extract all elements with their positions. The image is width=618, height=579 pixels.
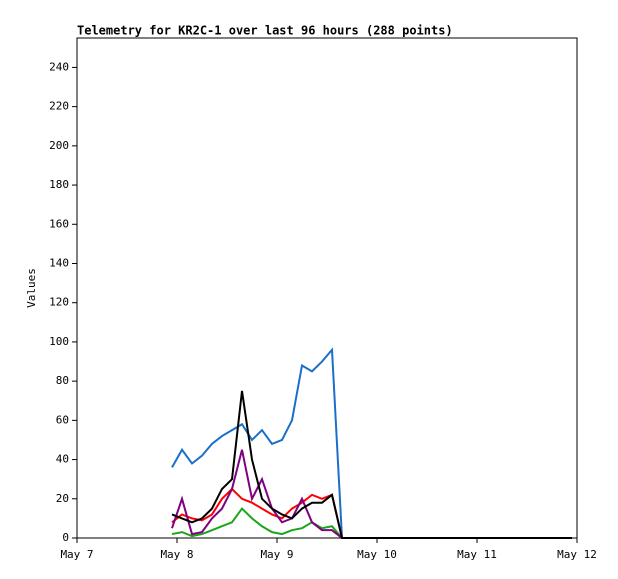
y-axis-label: Values — [25, 268, 38, 308]
chart-title: Telemetry for KR2C-1 over last 96 hours … — [77, 24, 453, 38]
y-tick-label: 120 — [49, 296, 69, 309]
y-tick-label: 240 — [49, 60, 69, 73]
y-tick-label: 80 — [56, 374, 69, 387]
series-line — [171, 390, 572, 539]
y-tick-label: 60 — [56, 413, 69, 426]
x-tick-label: May 9 — [260, 548, 293, 561]
y-tick-label: 40 — [56, 453, 69, 466]
y-tick-label: 100 — [49, 335, 69, 348]
series-line — [171, 507, 572, 539]
y-tick-label: 220 — [49, 100, 69, 113]
series-line — [171, 449, 572, 539]
x-tick-label: May 10 — [357, 548, 397, 561]
y-tick-label: 140 — [49, 256, 69, 269]
y-tick-label: 0 — [62, 531, 69, 544]
x-tick-label: May 11 — [457, 548, 497, 561]
x-tick-label: May 8 — [160, 548, 193, 561]
series-line — [171, 347, 572, 539]
plot-frame — [76, 37, 578, 539]
x-tick-label: May 7 — [60, 548, 93, 561]
y-tick-label: 160 — [49, 217, 69, 230]
x-tick-label: May 12 — [557, 548, 597, 561]
y-tick-label: 200 — [49, 139, 69, 152]
series-line — [171, 487, 572, 539]
y-tick-label: 180 — [49, 178, 69, 191]
y-tick-label: 20 — [56, 492, 69, 505]
